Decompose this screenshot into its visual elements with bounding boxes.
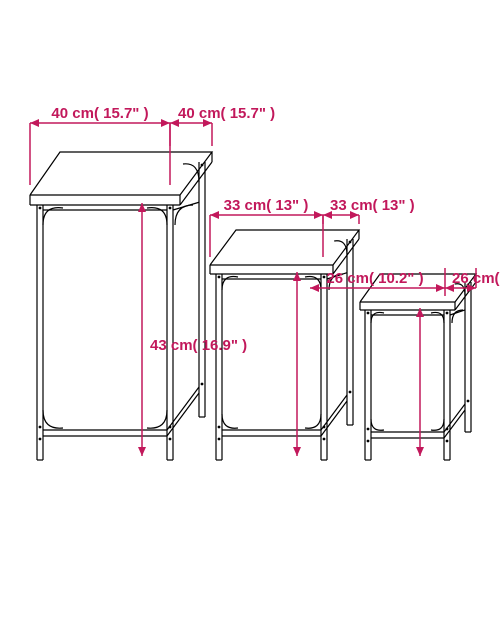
d-small-width-label: 26 cm( 10.2" ) bbox=[326, 270, 423, 287]
d-large-depth-label: 40 cm( 15.7" ) bbox=[178, 105, 275, 122]
d-med-width-label: 33 cm( 13" ) bbox=[224, 197, 309, 214]
dimension-diagram: 40 cm( 15.7" ) 40 cm( 15.7" ) 43 cm( 16.9"… bbox=[0, 0, 500, 641]
d-med-depth-label: 33 cm( 13" ) bbox=[330, 197, 415, 214]
d-med-depth: 33 cm( 13" ) bbox=[323, 197, 415, 224]
d-large-width: 40 cm( 15.7" ) bbox=[30, 105, 170, 185]
d-large-depth: 40 cm( 15.7" ) bbox=[170, 105, 275, 146]
d-large-width-label: 40 cm( 15.7" ) bbox=[51, 105, 148, 122]
d-large-height-label: 43 cm( 16.9" ) bbox=[150, 337, 247, 354]
d-med-width: 33 cm( 13" ) bbox=[210, 197, 323, 257]
d-small-depth-label: 26 cm( 10 bbox=[452, 270, 500, 287]
d-large-height: 43 cm( 16.9" ) bbox=[142, 203, 247, 456]
table-small bbox=[360, 274, 476, 460]
table-large bbox=[30, 152, 212, 460]
